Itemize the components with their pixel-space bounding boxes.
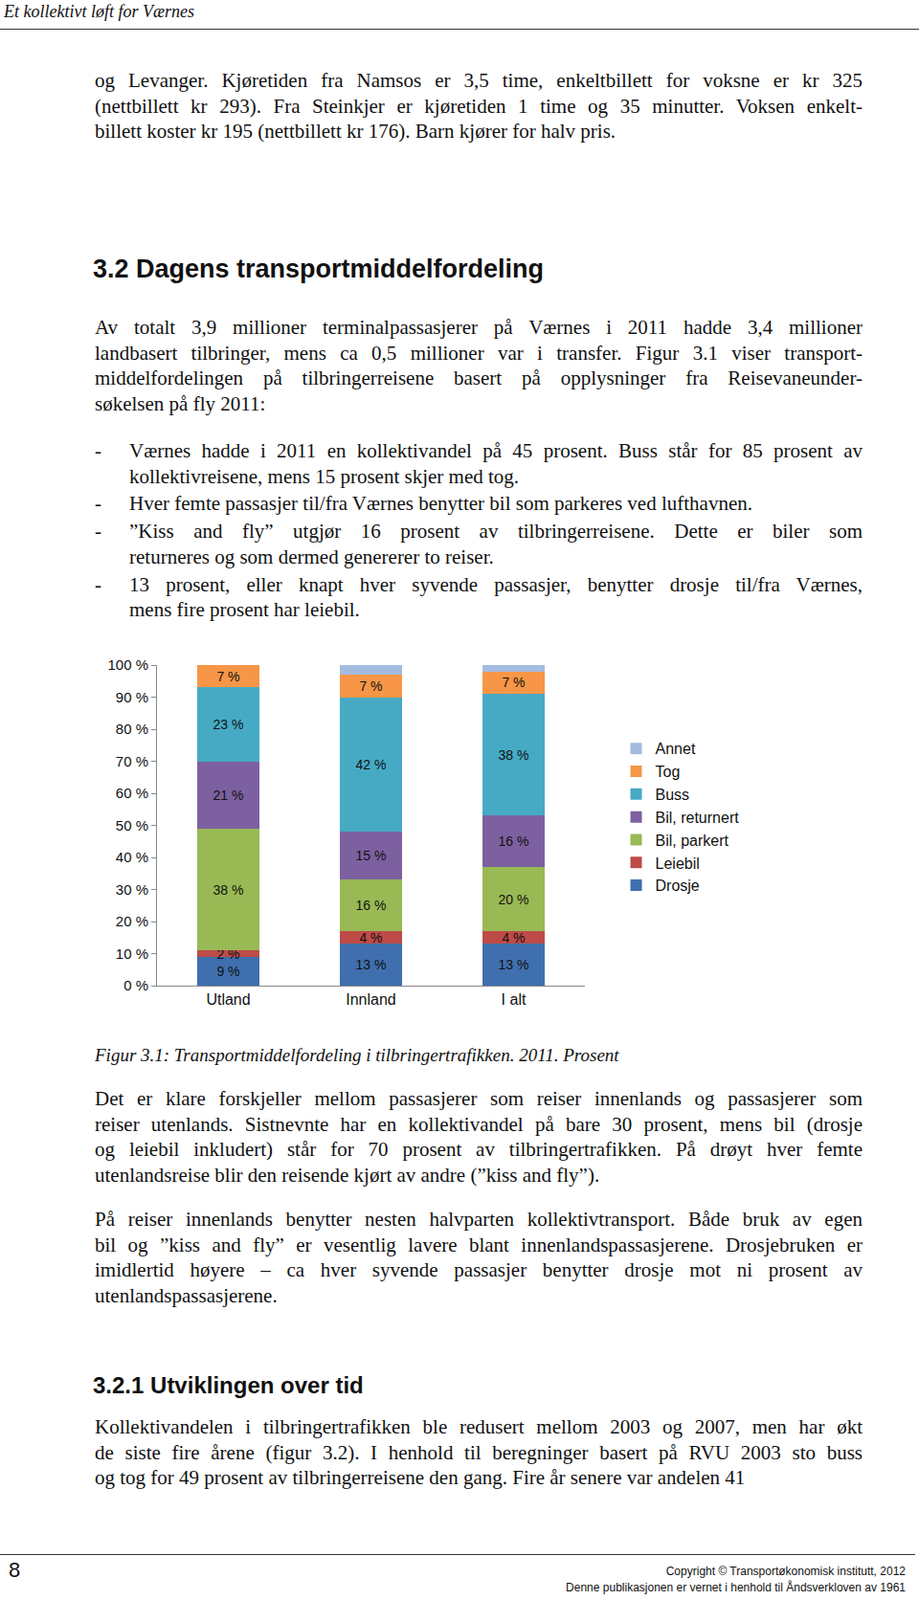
svg-text:20 %: 20 % <box>115 913 149 930</box>
svg-text:10 %: 10 % <box>115 945 149 963</box>
html-text:de siste fire årene (figur 3.2: de siste fire årene (figur 3.2). I henho… <box>94 1441 863 1465</box>
html-text:reiser utenlands. Sistnevnte h: reiser utenlands. Sistnevnte har en koll… <box>94 1113 863 1137</box>
svg-text:100 %: 100 % <box>107 656 149 673</box>
svg-text:60 %: 60 % <box>115 784 149 802</box>
svg-text:Tog: Tog <box>655 763 681 781</box>
html-text:kollektivreisene, mens 15 pros: kollektivreisene, mens 15 prosent skjer … <box>129 464 519 488</box>
html-text:3.2.1 Utviklingen over tid: 3.2.1 Utviklingen over tid <box>92 1372 364 1399</box>
svg-text:23 %: 23 % <box>213 717 245 733</box>
html-text:Copyright © Transportøkonomisk: Copyright © Transportøkonomisk institutt… <box>665 1565 906 1579</box>
svg-text:Bil, parkert: Bil, parkert <box>655 832 730 850</box>
html-text:landbasert tilbringer, mens ca: landbasert tilbringer, mens ca 0,5 milli… <box>94 341 863 365</box>
svg-text:7 %: 7 % <box>501 674 525 691</box>
svg-text:Leiebil: Leiebil <box>655 854 700 872</box>
svg-text:80 %: 80 % <box>115 720 149 738</box>
html-text:Værnes hadde i 2011 en kollekt: Værnes hadde i 2011 en kollektivandel på… <box>129 439 863 463</box>
html-text:og Levanger. Kjøretiden fra Na: og Levanger. Kjøretiden fra Namsos er 3,… <box>94 68 863 92</box>
svg-text:16 %: 16 % <box>498 833 530 850</box>
html-text:Av totalt 3,9 millioner termin: Av totalt 3,9 millioner terminalpassasje… <box>94 315 863 339</box>
svg-text:21 %: 21 % <box>213 787 245 804</box>
svg-text:Utland: Utland <box>205 991 250 1009</box>
html-text:returneres og som dermed gener: returneres og som dermed genererer to re… <box>129 545 494 569</box>
html-text:bil og ”kiss and fly” er vesen: bil og ”kiss and fly” er vesentlig laver… <box>94 1233 863 1257</box>
html-text:mens fire prosent har leiebil.: mens fire prosent har leiebil. <box>129 598 360 622</box>
html-text:Et kollektivt løft for Værnes: Et kollektivt løft for Værnes <box>3 1 195 22</box>
svg-text:13 %: 13 % <box>498 957 530 973</box>
svg-text:4 %: 4 % <box>358 930 382 946</box>
svg-text:38 %: 38 % <box>213 882 245 898</box>
html-text:og tog for 49 prosent av tilbr: og tog for 49 prosent av tilbringerreise… <box>94 1466 746 1490</box>
svg-text:Drosje: Drosje <box>655 877 700 895</box>
svg-text:Bil, returnert: Bil, returnert <box>655 809 740 827</box>
svg-text:7 %: 7 % <box>358 678 382 695</box>
svg-text:20 %: 20 % <box>498 892 530 908</box>
html-text:søkelsen på fly 2011:: søkelsen på fly 2011: <box>94 392 266 416</box>
html-text:billett koster kr 195 (nettbil: billett koster kr 195 (nettbillett kr 17… <box>94 120 616 144</box>
svg-text:38 %: 38 % <box>498 747 530 763</box>
html-text:13 prosent, eller knapt hver s: 13 prosent, eller knapt hver syvende pas… <box>129 572 863 596</box>
svg-text:Buss: Buss <box>655 786 691 804</box>
svg-text:I alt: I alt <box>501 991 527 1009</box>
svg-text:42 %: 42 % <box>356 757 387 773</box>
svg-text:9 %: 9 % <box>216 963 240 980</box>
svg-text:Innland: Innland <box>345 991 397 1009</box>
svg-text:2 %: 2 % <box>216 946 240 963</box>
svg-text:15 %: 15 % <box>356 848 387 864</box>
html-text:middelfordelingen på tilbringe: middelfordelingen på tilbringerreisene b… <box>94 367 863 391</box>
html-text:”Kiss and fly” utgjør 16 prose: ”Kiss and fly” utgjør 16 prosent av tilb… <box>129 519 863 543</box>
html-text:På reiser innenlands benytter: På reiser innenlands benytter nesten hal… <box>94 1208 863 1232</box>
html-text:Figur 3.1: Transportmiddelford: Figur 3.1: Transportmiddelfordeling i ti… <box>94 1045 620 1066</box>
html-text:og leiebil inkludert) står for: og leiebil inkludert) står for 70 prosen… <box>94 1138 863 1162</box>
svg-text:40 %: 40 % <box>115 849 149 866</box>
html-text:(nettbillett kr 293). Fra Stei: (nettbillett kr 293). Fra Steinkjer er k… <box>94 94 863 118</box>
html-text:3.2 Dagens transportmiddelford: 3.2 Dagens transportmiddelfordeling <box>92 254 544 284</box>
html-text:imidlertid høyere – ca hver sy: imidlertid høyere – ca hver syvende pass… <box>94 1259 863 1283</box>
svg-text:16 %: 16 % <box>356 897 387 914</box>
svg-text:90 %: 90 % <box>115 689 149 706</box>
html-text:utenlandspassasjerene.: utenlandspassasjerene. <box>94 1284 278 1308</box>
html-text:utenlandsreise blir den reisen: utenlandsreise blir den reisende kjørt a… <box>94 1164 600 1188</box>
html-text:Denne publikasjonen er vernet: Denne publikasjonen er vernet i henhold … <box>565 1581 906 1595</box>
svg-text:70 %: 70 % <box>115 753 149 770</box>
html-text:Det er klare forskjeller mello: Det er klare forskjeller mellom passasje… <box>94 1087 863 1111</box>
html-text:8: 8 <box>8 1558 21 1583</box>
svg-text:Annet: Annet <box>655 740 696 758</box>
svg-text:0 %: 0 % <box>123 977 149 994</box>
html-text:Hver femte passasjer til/fra V: Hver femte passasjer til/fra Værnes beny… <box>129 492 753 516</box>
svg-text:30 %: 30 % <box>115 881 149 898</box>
svg-text:13 %: 13 % <box>356 957 387 973</box>
html-text:Kollektivandelen i tilbringert: Kollektivandelen i tilbringertrafikken b… <box>94 1415 863 1439</box>
svg-text:4 %: 4 % <box>501 930 525 946</box>
svg-text:50 %: 50 % <box>115 817 149 834</box>
svg-text:7 %: 7 % <box>216 669 240 685</box>
